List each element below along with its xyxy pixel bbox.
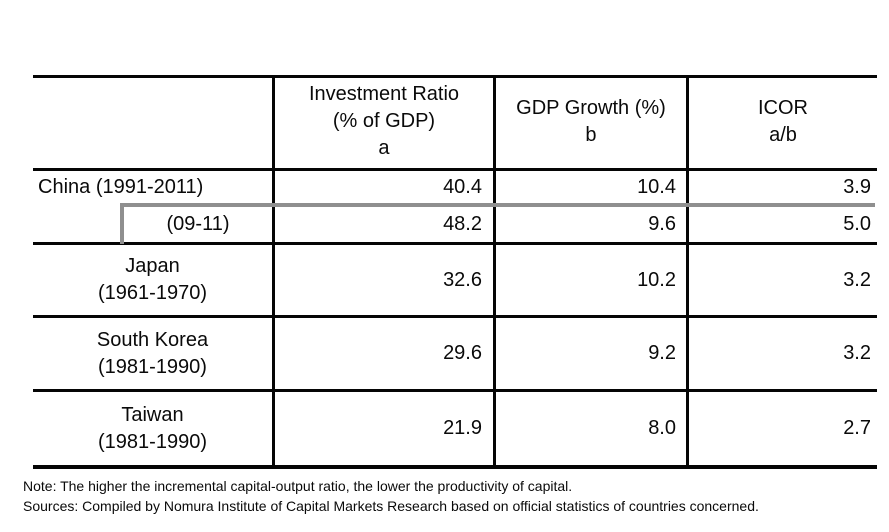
header-gdp-line2: b — [585, 123, 597, 146]
header-investment-line2: (% of GDP) — [332, 110, 436, 132]
row-label-taiwan: Taiwan (1981-1990) — [33, 392, 272, 465]
table-rule-after-korea — [33, 389, 877, 392]
header-investment-line3: a — [378, 137, 390, 159]
row-label-taiwan-period: (1981-1990) — [98, 430, 207, 453]
cell-china-investment: 40.4 — [443, 175, 482, 198]
column-header-icor: ICOR a/b — [689, 75, 877, 168]
row-label-china-09-11: (09-11) — [124, 207, 272, 242]
header-investment-line1: Investment Ratio — [308, 83, 460, 105]
table-divider-investment-gdp — [493, 75, 496, 469]
row-label-taiwan-name: Taiwan — [121, 403, 184, 426]
table-rule-bottom — [33, 465, 877, 469]
row-label-south-korea-period: (1981-1990) — [98, 355, 207, 378]
row-label-japan-name: Japan — [125, 255, 180, 277]
cell-china-09-11-gdp: 9.6 — [648, 213, 676, 235]
cell-china-09-11-investment: 48.2 — [443, 213, 482, 235]
cell-taiwan-gdp: 8.0 — [648, 417, 676, 439]
row-label-china-text: China (1991-2011) — [38, 175, 204, 198]
note-text: Note: The higher the incremental capital… — [23, 478, 573, 494]
cell-taiwan-investment: 21.9 — [443, 417, 482, 439]
table-rule-after-china — [33, 242, 877, 245]
row-label-japan-period: (1961-1970) — [98, 282, 207, 304]
column-header-investment-ratio: Investment Ratio (% of GDP) a — [275, 75, 493, 168]
cell-japan-icor: 3.2 — [843, 268, 871, 291]
row-label-china: China (1991-2011) — [33, 171, 272, 203]
cell-japan-gdp: 10.2 — [637, 268, 676, 291]
cell-china-09-11-icor: 5.0 — [843, 213, 871, 235]
header-gdp-line1: GDP Growth (%) — [516, 96, 666, 119]
table-divider-gdp-icor — [686, 75, 689, 469]
cell-south-korea-gdp: 9.2 — [648, 342, 676, 364]
header-icor-line1: ICOR — [758, 96, 808, 119]
row-label-south-korea: South Korea (1981-1990) — [33, 318, 272, 389]
header-icor-line2: a/b — [769, 123, 797, 146]
row-label-south-korea-name: South Korea — [96, 328, 209, 351]
row-label-china-09-11-text: (09-11) — [166, 213, 230, 235]
column-header-gdp-growth: GDP Growth (%) b — [496, 75, 686, 168]
sources-text: Sources: Compiled by Nomura Institute of… — [23, 498, 759, 514]
table-rule-after-japan — [33, 315, 877, 318]
table-divider-labels-investment — [272, 75, 275, 469]
cell-south-korea-investment: 29.6 — [443, 342, 482, 364]
cell-china-gdp: 10.4 — [637, 175, 676, 198]
table-rule-header-bottom — [33, 168, 877, 171]
cell-japan-investment: 32.6 — [443, 268, 482, 291]
cell-china-icor: 3.9 — [843, 175, 871, 198]
row-label-japan: Japan (1961-1970) — [33, 245, 272, 315]
cell-taiwan-icor: 2.7 — [843, 417, 871, 439]
table-rule-top — [33, 75, 877, 78]
cell-south-korea-icor: 3.2 — [843, 342, 871, 364]
